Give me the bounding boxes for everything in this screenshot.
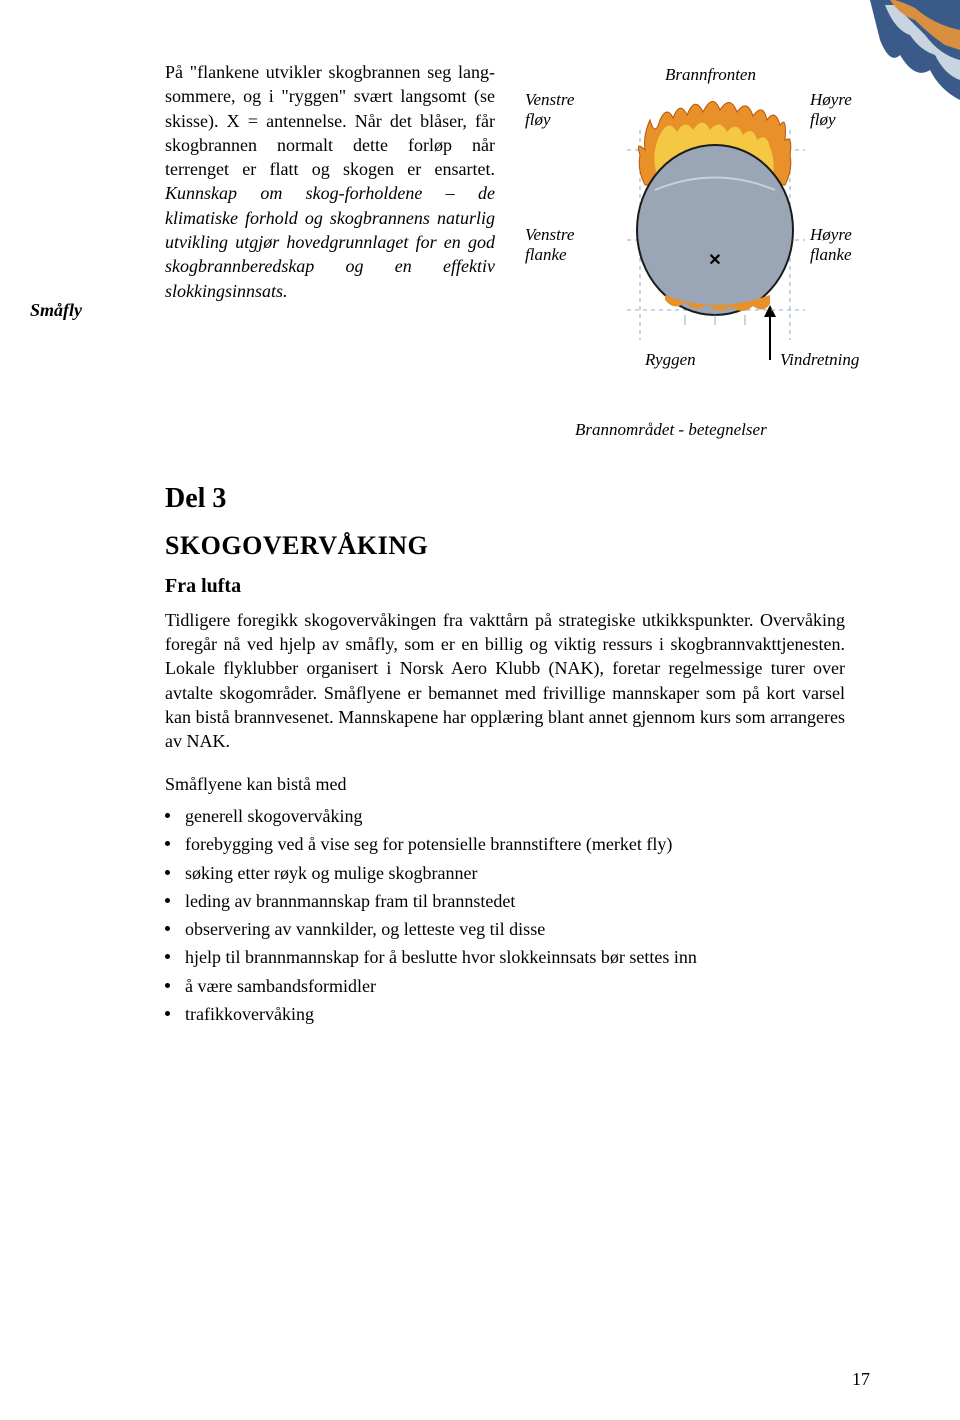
label-ryggen: Ryggen xyxy=(645,350,696,370)
list-item: å være sambandsformidler xyxy=(165,974,845,998)
diagram-caption: Brannområdet - betegnelser xyxy=(575,420,767,440)
svg-text:✕: ✕ xyxy=(708,252,721,269)
main-content: Del 3 SKOGOVERVÅKING Fra lufta Tidligere… xyxy=(165,480,845,1026)
list-item: søking etter røyk og mulige skogbranner xyxy=(165,861,845,885)
page-number: 17 xyxy=(852,1369,870,1390)
body-paragraph-1: Tidligere foregikk skogovervåkingen fra … xyxy=(165,608,845,754)
label-venstre-flanke: Venstre flanke xyxy=(525,225,574,266)
list-item: leding av brannmannskap fram til brannst… xyxy=(165,889,845,913)
del-heading: Del 3 xyxy=(165,480,845,518)
list-item: hjelp til brannmannskap for å beslutte h… xyxy=(165,945,845,969)
top-section: På "flankene utvikler skogbrannen seg la… xyxy=(90,60,870,440)
list-item: observering av vannkilder, og letteste v… xyxy=(165,917,845,941)
label-brannfronten: Brannfronten xyxy=(665,65,756,85)
bullet-list: generell skogovervåking forebygging ved … xyxy=(165,804,845,1026)
fire-diagram: Brannfronten Venstre fløy Høyre fløy Ven… xyxy=(515,60,870,440)
list-item: forebygging ved å vise seg for potensiel… xyxy=(165,832,845,856)
list-intro: Småflyene kan bistå med xyxy=(165,772,845,796)
margin-label: Småfly xyxy=(30,300,82,321)
fire-shape-icon: ✕ xyxy=(625,90,805,340)
para1-text: På "flankene utvikler skogbrannen seg la… xyxy=(165,62,495,179)
intro-paragraph: På "flankene utvikler skogbrannen seg la… xyxy=(165,60,495,440)
para1-italic: Kunnskap om skog-forholdene – de klimati… xyxy=(165,183,495,300)
section-heading: SKOGOVERVÅKING xyxy=(165,528,845,563)
sub-heading: Fra lufta xyxy=(165,573,845,600)
label-hoyre-floy: Høyre fløy xyxy=(810,90,852,131)
label-venstre-floy: Venstre fløy xyxy=(525,90,574,131)
list-item: generell skogovervåking xyxy=(165,804,845,828)
label-hoyre-flanke: Høyre flanke xyxy=(810,225,852,266)
list-item: trafikkovervåking xyxy=(165,1002,845,1026)
label-vindretning: Vindretning xyxy=(780,350,859,370)
